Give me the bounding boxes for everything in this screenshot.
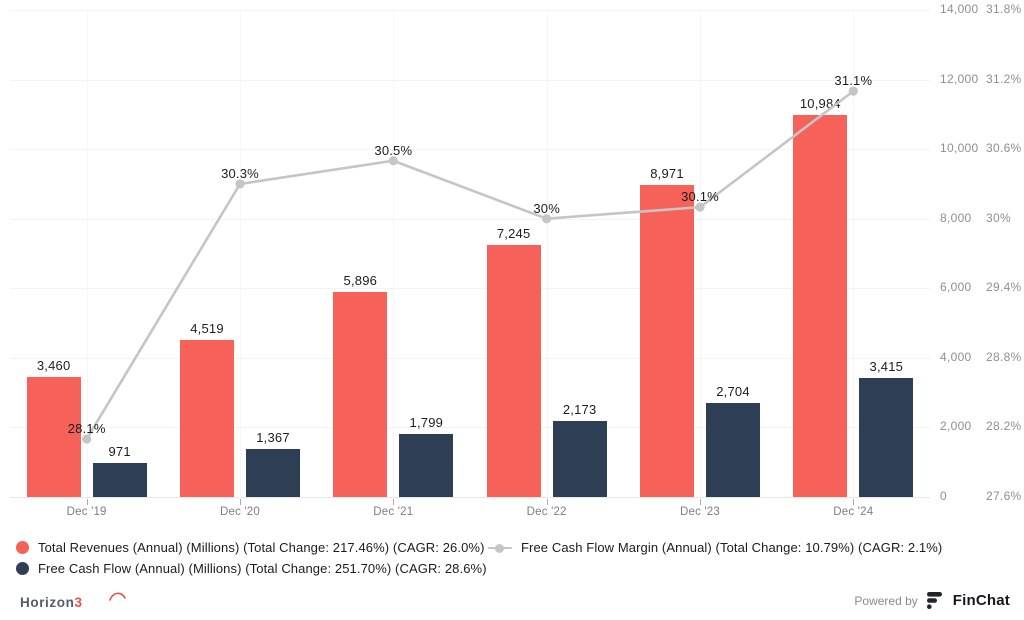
horizon3-swoosh-icon	[109, 592, 126, 601]
gridline-vertical	[546, 10, 548, 497]
gridline-horizontal	[10, 288, 930, 290]
margin-legend-marker-icon	[488, 541, 512, 554]
value-axis-tick-label: 10,000	[940, 141, 979, 156]
legend-label-total-revenues: Total Revenues (Annual) (Millions) (Tota…	[38, 540, 485, 555]
percent-axis-tick-label: 30%	[986, 210, 1011, 225]
margin-line-layer	[82, 86, 858, 444]
value-axis-tick-label: 2,000	[940, 419, 972, 434]
margin-point[interactable]	[848, 86, 858, 96]
x-axis-tick	[86, 499, 88, 505]
value-axis-tick-label: 8,000	[940, 210, 972, 225]
percent-axis-tick-label: 28.2%	[986, 419, 1022, 434]
fcf-bar[interactable]	[246, 449, 300, 497]
margin-point[interactable]	[695, 202, 705, 212]
gridline-vertical	[240, 10, 241, 497]
x-axis-label: Dec '23	[679, 506, 721, 518]
margin-value-label: 30.1%	[681, 189, 719, 205]
plot-area: 3,460 4,519 5,896 7,245 8,971 10,984 971 1,367 1…	[10, 10, 930, 498]
x-axis-label: Dec '22	[526, 506, 567, 518]
fcf-bar[interactable]	[399, 434, 454, 497]
fcf-bar[interactable]	[92, 463, 147, 497]
x-axis-tick	[700, 499, 701, 505]
margin-value-label: 28.1%	[67, 421, 106, 437]
margin-value-label: 31.1%	[834, 73, 873, 89]
horizon3-logo-digit: 3	[74, 595, 83, 610]
revenue-value-label: 7,245	[496, 225, 531, 241]
percent-axis-tick-label: 30.6%	[986, 141, 1022, 156]
fcf-value-label: 2,173	[562, 402, 597, 418]
x-axis-label: Dec '24	[833, 506, 874, 518]
gridline-horizontal	[10, 149, 930, 151]
value-axis-tick-label: 0	[940, 489, 947, 503]
x-axis-tick	[546, 499, 548, 505]
revenue-bar[interactable]	[486, 244, 541, 497]
gridline-horizontal	[10, 10, 930, 11]
value-axis-tick-label: 6,000	[940, 280, 972, 295]
legend-item-free-cash-flow[interactable]: Free Cash Flow (Annual) (Millions) (Tota…	[16, 561, 487, 576]
revenue-bar[interactable]	[26, 376, 81, 497]
revenue-bar[interactable]	[793, 114, 848, 497]
legend-item-fcf-margin[interactable]: Free Cash Flow Margin (Annual) (Total Ch…	[488, 540, 942, 555]
percent-axis-tick-label: 27.6%	[986, 489, 1022, 503]
gridline-horizontal	[10, 497, 930, 498]
x-axis-label: Dec '19	[66, 506, 107, 518]
revenue-value-label: 5,896	[343, 272, 378, 288]
revenue-bar[interactable]	[640, 184, 694, 497]
finchat-logo-icon	[926, 592, 942, 609]
horizon3-logo-text: Horizon	[20, 595, 75, 610]
percent-axis-tick-label: 28.8%	[986, 349, 1022, 364]
margin-point[interactable]	[542, 214, 552, 224]
gridline-vertical	[393, 10, 395, 497]
margin-line	[85, 90, 855, 440]
x-axis-tick	[393, 499, 395, 505]
value-axis-tick-label: 12,000	[940, 71, 979, 86]
horizon3-logo: Horizon 3	[20, 592, 126, 610]
legend-label-free-cash-flow: Free Cash Flow (Annual) (Millions) (Tota…	[38, 561, 487, 576]
finchat-attribution[interactable]: Powered by FinChat	[854, 591, 1010, 610]
revenue-value-label: 4,519	[190, 320, 224, 336]
revenue-legend-marker-icon	[16, 541, 29, 554]
legend-item-total-revenues[interactable]: Total Revenues (Annual) (Millions) (Tota…	[16, 540, 485, 555]
percent-axis-tick-label: 29.4%	[986, 280, 1022, 295]
margin-point[interactable]	[235, 179, 245, 189]
margin-value-label: 30.3%	[221, 165, 259, 181]
revenue-bar[interactable]	[180, 339, 234, 497]
revenue-value-label: 8,971	[650, 165, 684, 181]
gridline-horizontal	[10, 79, 930, 81]
x-axis-tick	[853, 499, 855, 505]
x-axis-label: Dec '21	[373, 506, 414, 518]
fcf-value-label: 1,799	[409, 415, 444, 431]
margin-value-label: 30.5%	[374, 142, 413, 158]
gridline-vertical	[853, 10, 855, 497]
finchat-logo-text: FinChat	[952, 592, 1010, 609]
fcf-bar[interactable]	[859, 378, 914, 497]
x-axis-label: Dec '20	[219, 506, 261, 518]
gridline-horizontal	[10, 427, 930, 429]
x-axis-tick	[240, 499, 241, 505]
percent-axis-tick-label: 31.8%	[986, 2, 1022, 16]
margin-point[interactable]	[388, 156, 398, 166]
fcf-value-label: 971	[108, 444, 131, 460]
margin-value-label: 30%	[533, 200, 560, 216]
percent-axis-tick-label: 31.2%	[986, 71, 1022, 86]
fcf-value-label: 2,704	[716, 383, 750, 399]
value-axis-tick-label: 14,000	[940, 2, 979, 16]
fcf-value-label: 1,367	[256, 430, 290, 446]
margin-point[interactable]	[82, 434, 92, 444]
revenue-value-label: 3,460	[36, 357, 71, 373]
fcf-bar[interactable]	[552, 421, 607, 497]
legend-label-fcf-margin: Free Cash Flow Margin (Annual) (Total Ch…	[521, 540, 943, 555]
gridline-horizontal	[10, 357, 930, 359]
gridline-horizontal	[10, 218, 930, 220]
gridline-vertical	[700, 10, 701, 497]
fcf-value-label: 3,415	[869, 359, 904, 375]
powered-by-label: Powered by	[854, 593, 918, 608]
value-axis-tick-label: 4,000	[940, 349, 972, 364]
gridline-vertical	[86, 10, 88, 497]
fcf-legend-marker-icon	[16, 562, 29, 575]
revenue-bar[interactable]	[333, 291, 388, 497]
fcf-bar[interactable]	[706, 402, 760, 497]
